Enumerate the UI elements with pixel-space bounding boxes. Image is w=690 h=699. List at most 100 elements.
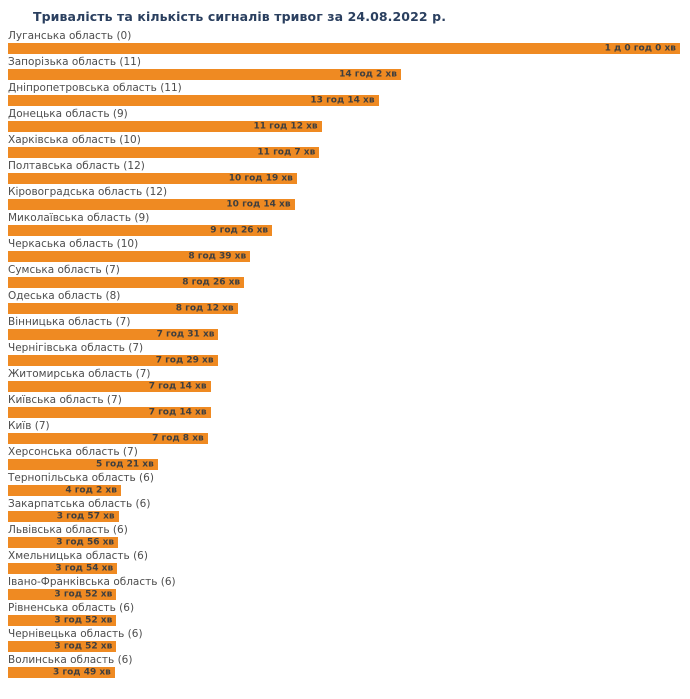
region-label: Чернігівська область (7) bbox=[8, 342, 144, 354]
page-title: Тривалість та кількість сигналів тривог … bbox=[33, 9, 447, 24]
chart-row: Львівська область (6) 3 год 56 хв bbox=[8, 523, 680, 548]
region-label: Хмельницька область (6) bbox=[8, 550, 148, 562]
region-label: Дніпропетровська область (11) bbox=[8, 82, 182, 94]
region-label: Черкаська область (10) bbox=[8, 238, 139, 250]
duration-value: 10 год 19 хв bbox=[228, 173, 293, 183]
duration-bar: 8 год 12 хв bbox=[8, 303, 238, 314]
chart-row: Одеська область (8) 8 год 12 хв bbox=[8, 289, 680, 314]
chart-row: Черкаська область (10) 8 год 39 хв bbox=[8, 237, 680, 262]
duration-value: 7 год 14 хв bbox=[148, 381, 207, 391]
duration-bar: 3 год 52 хв bbox=[8, 589, 117, 600]
region-label: Одеська область (8) bbox=[8, 290, 121, 302]
region-label: Донецька область (9) bbox=[8, 108, 128, 120]
chart-row: Київ (7) 7 год 8 хв bbox=[8, 419, 680, 444]
chart-row: Тернопільська область (6) 4 год 2 хв bbox=[8, 471, 680, 496]
bar-chart: Луганська область (0) 1 д 0 год 0 хв Зап… bbox=[8, 29, 680, 678]
duration-bar: 8 год 39 хв bbox=[8, 251, 251, 262]
chart-row: Хмельницька область (6) 3 год 54 хв bbox=[8, 549, 680, 574]
duration-bar: 7 год 14 хв bbox=[8, 407, 211, 418]
chart-row: Запорізька область (11) 14 год 2 хв bbox=[8, 55, 680, 80]
duration-value: 5 год 21 хв bbox=[95, 459, 154, 469]
duration-value: 1 д 0 год 0 хв bbox=[604, 43, 676, 53]
duration-value: 3 год 52 хв bbox=[54, 641, 113, 651]
region-label: Житомирська область (7) bbox=[8, 368, 151, 380]
duration-value: 7 год 31 хв bbox=[156, 329, 215, 339]
chart-row: Чернігівська область (7) 7 год 29 хв bbox=[8, 341, 680, 366]
duration-value: 3 год 52 хв bbox=[54, 615, 113, 625]
duration-value: 3 год 54 хв bbox=[55, 563, 114, 573]
duration-value: 7 год 8 хв bbox=[152, 433, 204, 443]
region-label: Київ (7) bbox=[8, 420, 50, 432]
chart-row: Київська область (7) 7 год 14 хв bbox=[8, 393, 680, 418]
duration-value: 11 год 12 хв bbox=[253, 121, 318, 131]
duration-bar: 5 год 21 хв bbox=[8, 459, 158, 470]
duration-bar: 4 год 2 хв bbox=[8, 485, 121, 496]
region-label: Рівненська область (6) bbox=[8, 602, 135, 614]
duration-value: 14 год 2 хв bbox=[339, 69, 397, 79]
duration-bar: 7 год 8 хв bbox=[8, 433, 208, 444]
region-label: Кіровоградська область (12) bbox=[8, 186, 168, 198]
chart-row: Рівненська область (6) 3 год 52 хв bbox=[8, 601, 680, 626]
region-label: Тернопільська область (6) bbox=[8, 472, 154, 484]
duration-value: 3 год 56 хв bbox=[56, 537, 115, 547]
duration-bar: 11 год 12 хв bbox=[8, 121, 322, 132]
region-label: Полтавська область (12) bbox=[8, 160, 145, 172]
duration-bar: 3 год 49 хв bbox=[8, 667, 115, 678]
chart-row: Івано-Франківська область (6) 3 год 52 х… bbox=[8, 575, 680, 600]
duration-value: 8 год 12 хв bbox=[175, 303, 234, 313]
region-label: Чернівецька область (6) bbox=[8, 628, 143, 640]
duration-bar: 7 год 31 хв bbox=[8, 329, 219, 340]
duration-bar: 9 год 26 хв bbox=[8, 225, 273, 236]
duration-value: 11 год 7 хв bbox=[257, 147, 316, 157]
duration-value: 10 год 14 хв bbox=[226, 199, 291, 209]
duration-bar: 3 год 57 хв bbox=[8, 511, 119, 522]
chart-row: Кіровоградська область (12) 10 год 14 хв bbox=[8, 185, 680, 210]
chart-row: Сумська область (7) 8 год 26 хв bbox=[8, 263, 680, 288]
duration-value: 8 год 39 хв bbox=[188, 251, 247, 261]
duration-value: 4 год 2 хв bbox=[65, 485, 117, 495]
region-label: Луганська область (0) bbox=[8, 30, 132, 42]
duration-value: 3 год 52 хв bbox=[54, 589, 113, 599]
region-label: Сумська область (7) bbox=[8, 264, 120, 276]
duration-bar: 13 год 14 хв bbox=[8, 95, 379, 106]
chart-row: Херсонська область (7) 5 год 21 хв bbox=[8, 445, 680, 470]
region-label: Миколаївська область (9) bbox=[8, 212, 150, 224]
chart-row: Житомирська область (7) 7 год 14 хв bbox=[8, 367, 680, 392]
duration-value: 7 год 14 хв bbox=[148, 407, 207, 417]
chart-row: Чернівецька область (6) 3 год 52 хв bbox=[8, 627, 680, 652]
duration-value: 9 год 26 хв bbox=[210, 225, 269, 235]
chart-row: Луганська область (0) 1 д 0 год 0 хв bbox=[8, 29, 680, 54]
duration-bar: 3 год 52 хв bbox=[8, 615, 117, 626]
region-label: Харківська область (10) bbox=[8, 134, 141, 146]
duration-bar: 14 год 2 хв bbox=[8, 69, 401, 80]
chart-row: Донецька область (9) 11 год 12 хв bbox=[8, 107, 680, 132]
duration-value: 3 год 49 хв bbox=[53, 667, 111, 677]
duration-bar: 7 год 29 хв bbox=[8, 355, 218, 366]
region-label: Херсонська область (7) bbox=[8, 446, 138, 458]
duration-bar: 3 год 56 хв bbox=[8, 537, 119, 548]
duration-value: 7 год 29 хв bbox=[155, 355, 214, 365]
region-label: Львівська область (6) bbox=[8, 524, 128, 536]
duration-bar: 10 год 14 хв bbox=[8, 199, 295, 210]
region-label: Івано-Франківська область (6) bbox=[8, 576, 176, 588]
chart-row: Вінницька область (7) 7 год 31 хв bbox=[8, 315, 680, 340]
duration-bar: 10 год 19 хв bbox=[8, 173, 297, 184]
chart-row: Дніпропетровська область (11) 13 год 14 … bbox=[8, 81, 680, 106]
region-label: Вінницька область (7) bbox=[8, 316, 131, 328]
duration-value: 8 год 26 хв bbox=[182, 277, 241, 287]
region-label: Київська область (7) bbox=[8, 394, 122, 406]
chart-row: Волинська область (6) 3 год 49 хв bbox=[8, 653, 680, 678]
chart-row: Полтавська область (12) 10 год 19 хв bbox=[8, 159, 680, 184]
duration-value: 3 год 57 хв bbox=[56, 511, 115, 521]
chart-row: Миколаївська область (9) 9 год 26 хв bbox=[8, 211, 680, 236]
region-label: Волинська область (6) bbox=[8, 654, 133, 666]
region-label: Запорізька область (11) bbox=[8, 56, 141, 68]
duration-value: 13 год 14 хв bbox=[310, 95, 375, 105]
chart-row: Закарпатська область (6) 3 год 57 хв bbox=[8, 497, 680, 522]
duration-bar: 1 д 0 год 0 хв bbox=[8, 43, 680, 54]
duration-bar: 3 год 52 хв bbox=[8, 641, 117, 652]
duration-bar: 7 год 14 хв bbox=[8, 381, 211, 392]
region-label: Закарпатська область (6) bbox=[8, 498, 151, 510]
duration-bar: 3 год 54 хв bbox=[8, 563, 118, 574]
duration-bar: 8 год 26 хв bbox=[8, 277, 245, 288]
